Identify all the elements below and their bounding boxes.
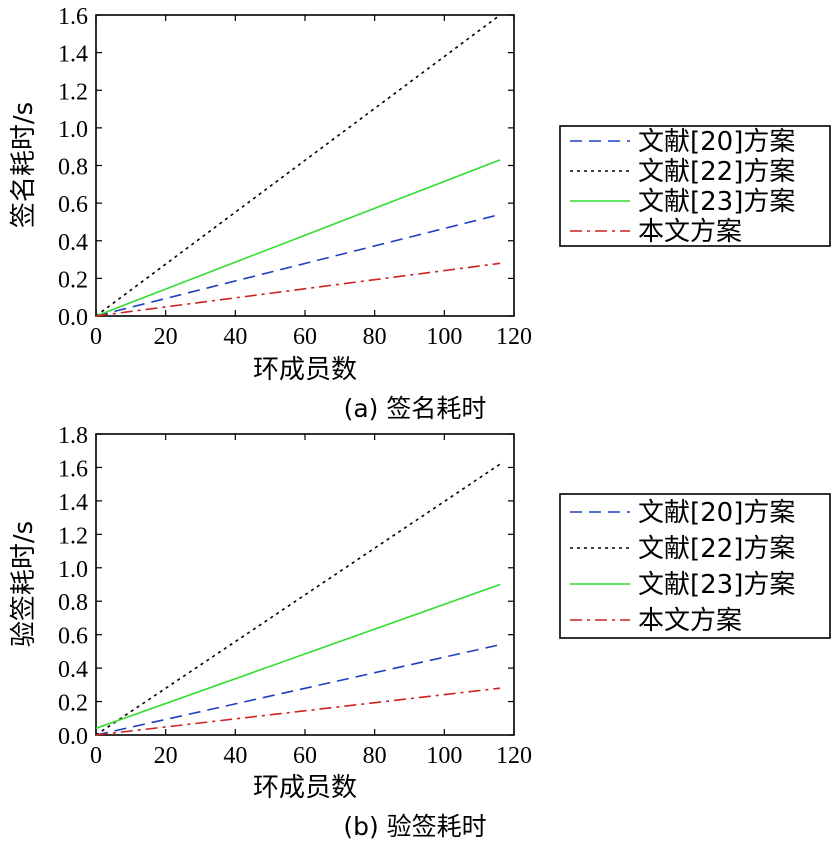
chart-1-plot-frame [95, 14, 515, 317]
chart-2-legend-label-3: 文献[23]方案 [638, 570, 795, 600]
chart-1-series-line-2 [95, 14, 501, 317]
chart-2-y-tick-label: 0.2 [58, 691, 88, 717]
chart-2-legend-label-2: 文献[22]方案 [638, 534, 795, 564]
chart-1-x-tick-label: 0 [90, 324, 102, 350]
chart-2-y-tick-label: 1.4 [58, 490, 88, 516]
chart-2-y-tick-label: 1.0 [58, 557, 88, 583]
chart-1-y-tick-label: 0.4 [58, 230, 88, 256]
chart-2-series-line-1 [95, 643, 501, 736]
chart-1-legend-box [559, 125, 831, 247]
chart-2-y-tick-label: 0.8 [58, 590, 88, 616]
chart-1-y-axis-label: 签名耗时/s [9, 102, 39, 228]
chart-1-x-tick-label: 100 [426, 324, 462, 350]
chart-2-series-line-4 [95, 687, 501, 736]
chart-2-y-tick-label: 1.6 [58, 456, 88, 482]
chart-1-legend-label-2: 文献[22]方案 [638, 157, 795, 187]
chart-1-y-tick-label: 1.4 [58, 42, 88, 68]
chart-1-x-tick-label: 120 [496, 324, 532, 350]
chart-2-x-axis-label: 环成员数 [253, 773, 357, 803]
chart-1-legend-label-1: 文献[20]方案 [638, 127, 795, 157]
chart-2-series-line-2 [95, 463, 501, 736]
chart-2-x-tick-label: 60 [293, 743, 317, 769]
chart-1-y-tick-label: 0.2 [58, 267, 88, 293]
chart-2-x-tick-label: 0 [90, 743, 102, 769]
chart-1-y-tick-label: 1.6 [58, 4, 88, 30]
chart-2-x-tick-label: 120 [496, 743, 532, 769]
chart-1-x-tick-label: 60 [293, 324, 317, 350]
chart-2-plot-frame [95, 433, 515, 736]
chart-2-series-line-3 [95, 583, 501, 730]
chart-1-legend-label-4: 本文方案 [638, 217, 742, 247]
chart-2-y-axis-label: 验签耗时/s [9, 521, 39, 647]
chart-2-y-tick-label: 0.4 [58, 657, 88, 683]
chart-2-x-tick-label: 80 [363, 743, 387, 769]
chart-1-y-tick-label: 0.6 [58, 192, 88, 218]
chart-2-y-tick-label: 1.2 [58, 523, 88, 549]
chart-2-y-tick-label: 0.6 [58, 624, 88, 650]
chart-1-y-tick-label: 1.2 [58, 79, 88, 105]
chart-2-x-tick-label: 40 [223, 743, 247, 769]
chart-1-y-tick-label: 1.0 [58, 117, 88, 143]
chart-1-x-tick-label: 20 [154, 324, 178, 350]
chart-2-legend-label-4: 本文方案 [638, 606, 742, 636]
chart-1-x-tick-label: 80 [363, 324, 387, 350]
chart-1-series-line-3 [95, 159, 501, 317]
chart-1-caption: (a) 签名耗时 [344, 394, 487, 423]
chart-1-legend-label-3: 文献[23]方案 [638, 187, 795, 217]
chart-2-y-tick-label: 0.0 [58, 724, 88, 750]
chart-2-x-tick-label: 100 [426, 743, 462, 769]
chart-1-series-line-4 [95, 262, 501, 317]
chart-2-caption: (b) 验签耗时 [343, 812, 486, 841]
chart-1-x-axis-label: 环成员数 [253, 355, 357, 385]
chart-1-y-tick-label: 0.0 [58, 305, 88, 331]
chart-2-x-tick-label: 20 [154, 743, 178, 769]
chart-2-legend-box [559, 493, 831, 639]
chart-2-y-tick-label: 1.8 [58, 423, 88, 449]
chart-1-x-tick-label: 40 [223, 324, 247, 350]
chart-1-series-line-1 [95, 213, 501, 317]
chart-2-legend-label-1: 文献[20]方案 [638, 498, 795, 528]
chart-1-y-tick-label: 0.8 [58, 155, 88, 181]
